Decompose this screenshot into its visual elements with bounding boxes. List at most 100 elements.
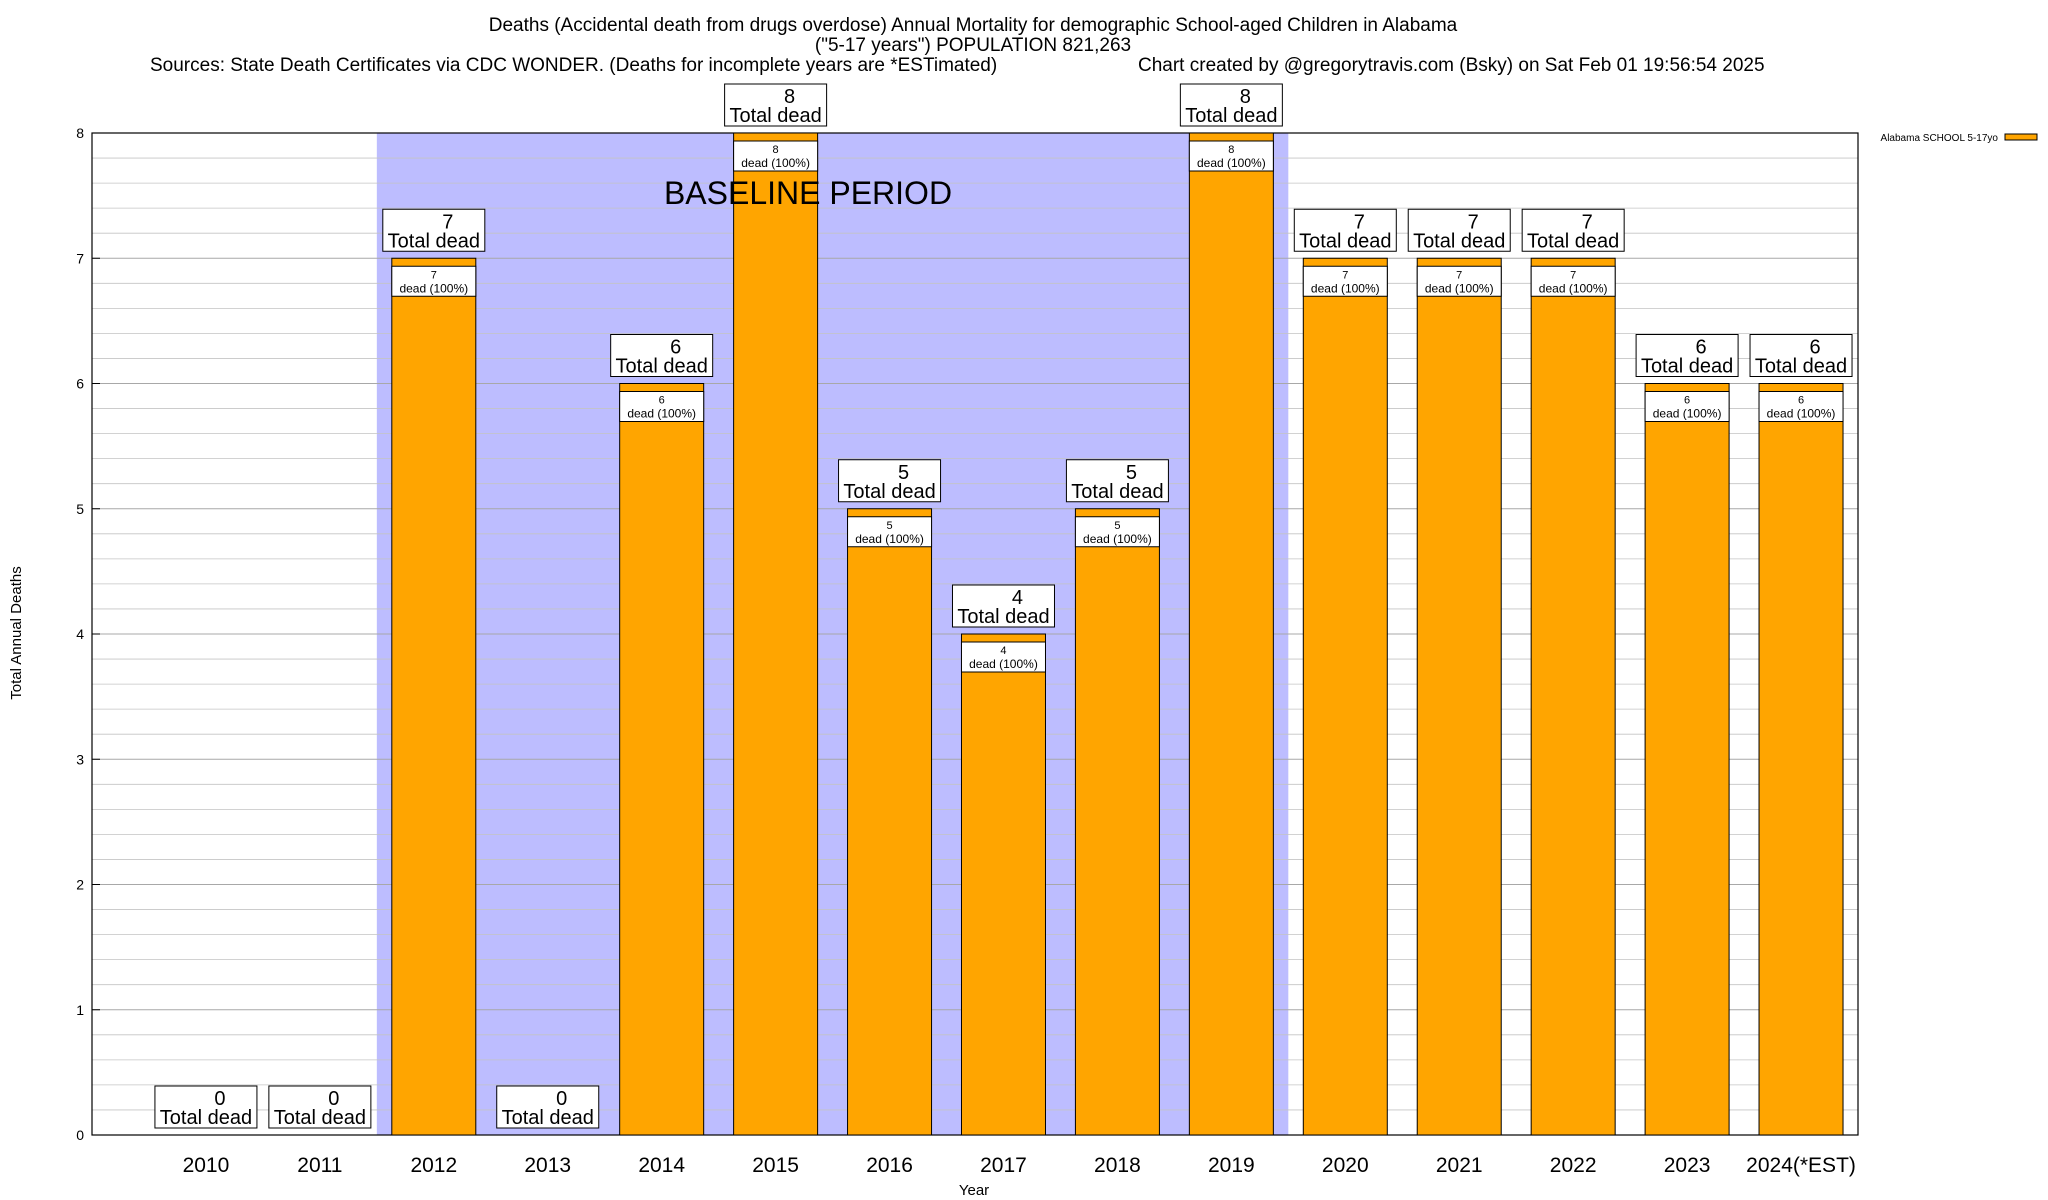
total-label-value: 6 [1696,337,1707,359]
y-axis: 0 1 2 3 4 5 6 7 8 [76,125,100,1143]
x-tick-label: 2013 [524,1154,571,1177]
bar [960,633,1046,1136]
bar [733,132,819,1136]
x-tick-label: 2012 [410,1154,457,1177]
inner-label-box [1758,391,1844,422]
x-tick-label: 2014 [638,1154,685,1177]
inner-label-value: 6 [659,395,665,407]
inner-label-text: dead (100%) [1767,407,1836,421]
inner-label-text: dead (100%) [1425,281,1494,295]
total-label-value: 6 [1809,337,1820,359]
total-label-box [1407,208,1511,252]
total-label-value: 6 [670,337,681,359]
total-label-text: Total dead [1185,105,1277,127]
inner-label-text: dead (100%) [969,657,1038,671]
total-label-value: 5 [898,462,909,484]
bar [1644,383,1730,1136]
inner-label-text: dead (100%) [1197,156,1266,170]
x-tick-label: 2016 [866,1154,913,1177]
total-label-box [496,1085,600,1129]
inner-label-box [1074,516,1160,548]
y-tick-label: 0 [76,1127,84,1143]
bar [847,508,933,1136]
inner-label-text: dead (100%) [1311,281,1380,295]
x-tick-label: 2024(*EST) [1746,1154,1856,1177]
x-tick-label: 2023 [1664,1154,1711,1177]
inner-label-box [391,265,477,297]
legend-label: Alabama SCHOOL 5-17yo [1881,133,1999,144]
x-axis: 2010 2011 2012 2013 2014 2015 2016 2017 2018 2019… [183,1154,1856,1177]
total-label-box [1293,208,1397,252]
total-label-value: 0 [556,1088,567,1110]
inner-label-box [960,641,1046,673]
total-label-box [268,1085,372,1129]
total-label-text: Total dead [1527,230,1619,252]
total-label-value: 7 [1582,211,1593,233]
bar [619,383,705,1136]
x-tick-label: 2017 [980,1154,1027,1177]
total-label-box [1749,334,1853,377]
total-label-text: Total dead [502,1107,594,1129]
y-tick-label: 5 [76,501,84,517]
inner-label-box [733,140,819,172]
inner-label-text: dead (100%) [1539,281,1608,295]
total-label-text: Total dead [1413,230,1505,252]
y-tick-label: 3 [76,751,84,767]
total-label-box [382,208,486,252]
inner-label-value: 6 [1798,395,1804,407]
x-tick-label: 2015 [752,1154,799,1177]
total-label-value: 8 [784,86,795,108]
total-label-value: 7 [1468,211,1479,233]
total-label-text: Total dead [1755,356,1847,378]
legend: Alabama SCHOOL 5-17yo [1881,133,2038,144]
chart-credit: Chart created by @gregorytravis.com (Bsk… [1138,55,1765,76]
x-tick-label: 2021 [1436,1154,1483,1177]
total-label-text: Total dead [274,1107,366,1129]
inner-label-box [1302,265,1388,297]
total-label-box [1521,208,1625,252]
y-axis-label: Total Annual Deaths [8,566,25,699]
inner-label-box [619,391,705,422]
total-label-box [1065,459,1169,503]
total-label-value: 7 [442,211,453,233]
inner-label-box [1416,265,1502,297]
inner-label-value: 7 [1342,269,1348,281]
inner-label-value: 8 [1228,144,1234,156]
baseline-label: BASELINE PERIOD [664,175,952,211]
total-label-value: 0 [328,1088,339,1110]
total-label-value: 7 [1354,211,1365,233]
inner-label-text: dead (100%) [1653,407,1722,421]
total-label-text: Total dead [388,230,480,252]
inner-label-value: 8 [773,144,779,156]
y-tick-label: 1 [76,1002,84,1018]
bar [391,257,477,1136]
total-label-value: 5 [1126,462,1137,484]
total-label-value: 8 [1240,86,1251,108]
inner-label-value: 7 [1456,269,1462,281]
y-tick-label: 7 [76,250,84,266]
inner-label-value: 5 [1114,520,1120,532]
total-label-box [610,334,714,377]
y-tick-label: 8 [76,125,84,141]
total-label-box [951,584,1055,628]
chart-title: Deaths (Accidental death from drugs over… [489,15,1458,36]
inner-label-value: 5 [886,520,892,532]
inner-label-value: 6 [1684,395,1690,407]
total-label-box [1179,83,1283,127]
inner-label-box [1188,140,1274,172]
inner-label-box [1530,265,1616,297]
y-tick-label: 2 [76,877,84,893]
y-tick-label: 6 [76,376,84,392]
x-tick-label: 2020 [1322,1154,1369,1177]
total-label-value: 4 [1012,587,1023,609]
total-label-value: 0 [214,1088,225,1110]
bars-layer [202,132,1844,1136]
inner-label-box [847,516,933,548]
total-label-box [154,1085,258,1129]
total-label-box [838,459,942,503]
total-label-text: Total dead [1641,356,1733,378]
total-label-text: Total dead [160,1107,252,1129]
inner-label-value: 7 [431,269,437,281]
